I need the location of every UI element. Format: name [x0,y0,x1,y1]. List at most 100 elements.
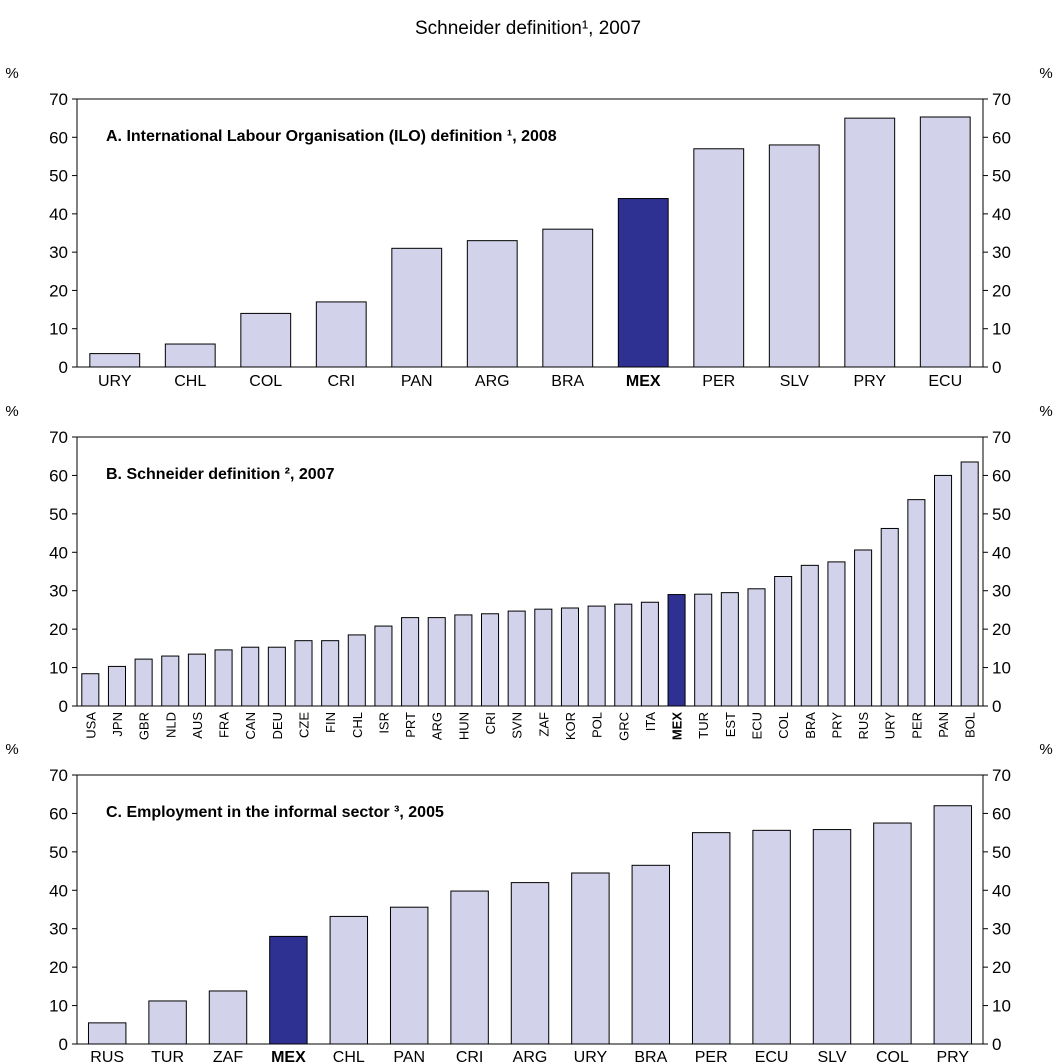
y-tick-label-left: 0 [59,697,68,716]
y-tick-label-left: 30 [49,920,68,939]
y-tick-label-left: 30 [49,582,68,601]
y-tick-label-left: 20 [49,281,68,300]
bar-pan [934,474,953,707]
x-tick-label: PRY [853,373,886,390]
y-tick-label-right: 70 [992,90,1011,109]
x-tick-label: CZE [297,712,312,738]
x-tick-label: COL [876,1049,909,1064]
x-tick-label: MEX [670,712,685,741]
x-tick-label: BRA [803,712,818,739]
y-tick-label-right: 70 [992,766,1011,785]
y-tick-label-left: 50 [49,843,68,862]
y-tick-label-right: 10 [992,997,1011,1016]
y-tick-label-right: 60 [992,804,1011,823]
plot-frame [76,436,984,707]
bar-usa [81,673,100,707]
bar-pol [587,605,606,707]
y-tick-label-right: 20 [992,958,1011,977]
x-tick-label: ITA [643,712,658,732]
bar-arg [427,617,446,707]
y-tick-label-right: 40 [992,881,1011,900]
y-tick-label-right: 40 [992,543,1011,562]
x-tick-label: FIN [323,712,338,733]
bar-chl [347,634,366,707]
x-tick-label: GRC [616,712,631,741]
bar-arg [510,882,550,1045]
x-tick-label: USA [83,712,98,739]
bar-ury [89,353,141,368]
x-tick-label: ARG [513,1049,548,1064]
bar-tur [148,1000,187,1045]
bar-ury [571,872,610,1045]
y-tick-label-right: 10 [992,320,1011,339]
bar-kor [560,607,579,707]
x-tick-label: CHL [333,1049,365,1064]
x-tick-label: CHL [350,712,365,738]
y-tick-label-left: 70 [49,766,68,785]
bar-col [873,822,912,1045]
y-tick-label-right: 30 [992,243,1011,262]
y-tick-label-left: 60 [49,804,68,823]
y-tick-label-right: 20 [992,620,1011,639]
bar-jpn [107,665,126,707]
y-tick-label-left: 60 [49,466,68,485]
bar-chl [164,343,216,368]
y-tick-label-right: 50 [992,505,1011,524]
bar-per [693,148,745,368]
x-tick-label: ZAF [213,1049,243,1064]
x-tick-label: PRY [829,712,844,739]
y-tick-label-left: 40 [49,205,68,224]
y-tick-label-right: 30 [992,920,1011,939]
y-tick-label-left: 60 [49,128,68,147]
bar-deu [267,646,286,707]
y-tick-label-right: 0 [992,1035,1001,1054]
y-tick-label-left: 70 [49,428,68,447]
x-tick-label: CRI [456,1049,484,1064]
x-tick-label: GBR [137,712,152,740]
x-tick-label: COL [249,373,282,390]
x-tick-label: MEX [271,1049,306,1064]
bar-cri [481,613,500,707]
bar-bra [542,228,594,368]
x-tick-label: AUS [190,712,205,739]
x-tick-label: ECU [755,1049,789,1064]
bar-ury [880,527,899,707]
y-tick-label-left: 0 [59,1035,68,1054]
plot-frame [76,98,984,368]
x-tick-label: KOR [563,712,578,740]
y-tick-label-right: 30 [992,582,1011,601]
bar-col [774,575,793,707]
bar-est [720,592,739,707]
x-tick-label: FRA [217,712,232,738]
bar-cri [315,301,367,368]
y-tick-label-right: 50 [992,167,1011,186]
y-tick-label-right: 50 [992,843,1011,862]
x-tick-label: ARG [430,712,445,740]
y-tick-label-right: 20 [992,281,1011,300]
x-tick-label: BOL [963,712,978,738]
bar-hun [454,614,473,707]
bar-cri [450,890,489,1045]
bar-bra [631,864,671,1045]
x-tick-label: HUN [456,712,471,740]
bar-pan [391,247,443,368]
bar-slv [768,144,820,368]
bar-cze [294,640,313,707]
bar-chl [329,915,369,1045]
bar-mex [269,935,308,1045]
x-tick-label: NLD [163,712,178,738]
bar-slv [812,829,852,1045]
y-tick-label-left: 70 [49,90,68,109]
y-tick-label-right: 70 [992,428,1011,447]
bar-pan [389,906,429,1045]
x-tick-label: ZAF [536,712,551,737]
y-tick-label-left: 20 [49,958,68,977]
bar-pry [844,117,896,368]
bar-per [691,832,731,1045]
x-tick-label: RUS [90,1049,124,1064]
x-tick-label: URY [883,712,898,740]
y-tick-label-left: 50 [49,505,68,524]
bar-prt [401,617,420,707]
x-tick-label: DEU [270,712,285,739]
